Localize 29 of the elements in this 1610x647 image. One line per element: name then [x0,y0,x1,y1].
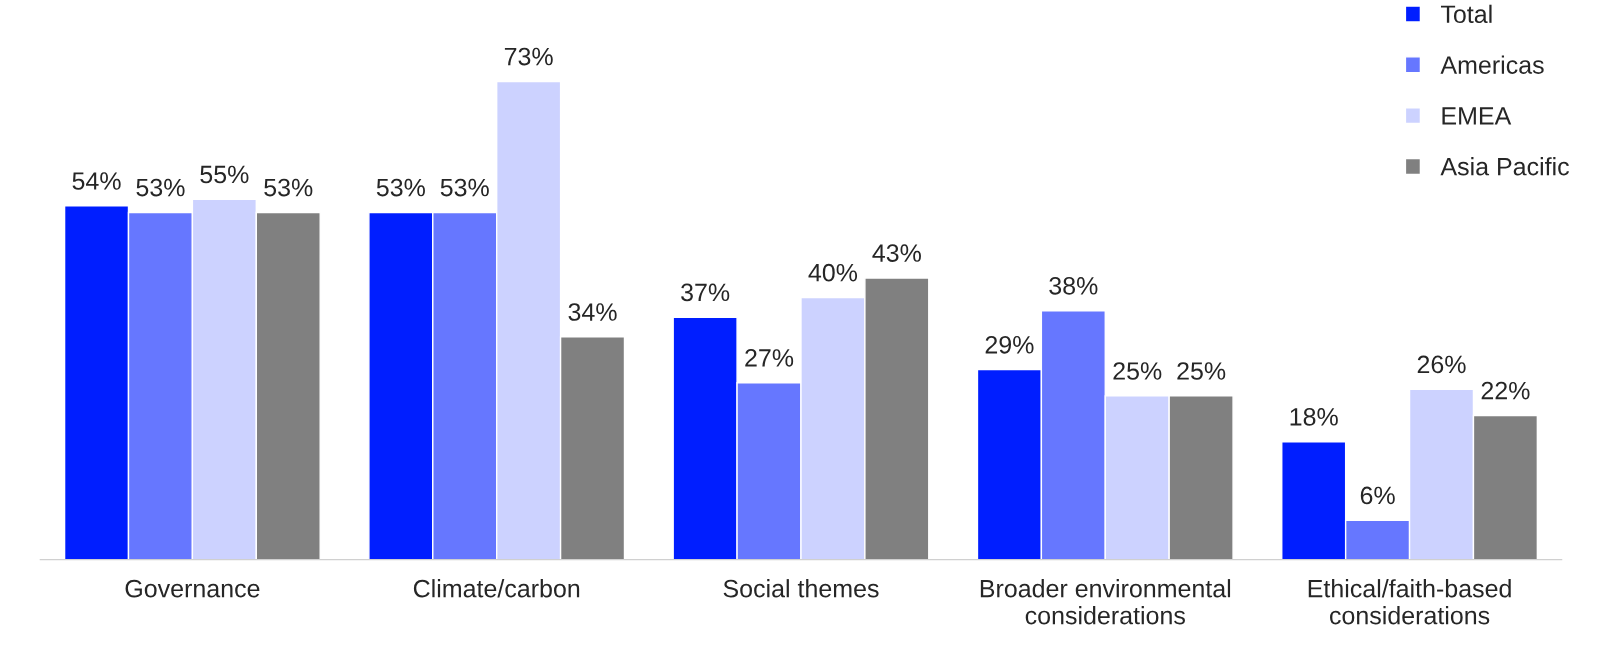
data-label: 55% [200,165,249,184]
x-tick-label: Governance [125,579,260,598]
data-label: 29% [985,335,1034,354]
data-label: 73% [504,47,553,66]
data-label: 43% [872,244,921,262]
data-label: 40% [808,263,858,282]
x-tick-label: Ethical/faith-based considerations [1308,579,1511,625]
legend-label: EMEA [1442,107,1512,125]
data-label: 6% [1360,486,1395,505]
data-label: 53% [136,178,185,197]
data-label: 34% [568,303,617,321]
data-label: 27% [745,349,794,367]
data-label: 25% [1177,362,1226,380]
data-label: 18% [1290,407,1338,426]
data-label: 54% [72,172,121,190]
data-label: 53% [376,178,425,197]
legend-label: Americas [1440,55,1544,74]
data-label: 38% [1049,276,1098,295]
x-tick-label: Broader environmental considerations [980,579,1231,625]
data-label: 53% [264,178,313,197]
legend-label: Asia Pacific [1440,157,1569,176]
data-label: 37% [681,283,730,302]
data-label: 25% [1113,362,1162,380]
x-tick-label: Social themes [723,579,879,598]
data-label: 26% [1417,355,1466,374]
data-label: 53% [440,178,489,197]
x-tick-label: Climate/carbon [413,579,580,598]
legend-label: Total [1440,4,1492,24]
data-label: 22% [1481,381,1530,400]
